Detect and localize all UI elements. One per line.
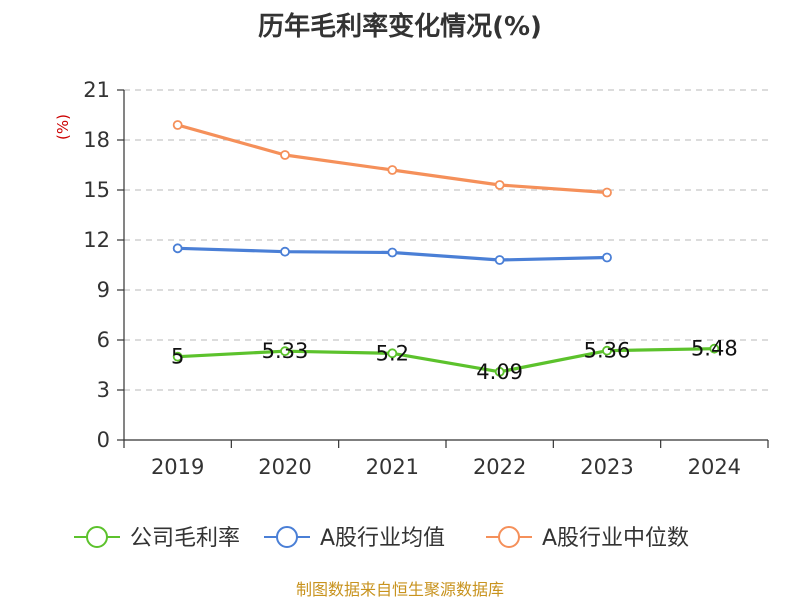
data-point [494,255,505,265]
data-point [494,366,505,377]
data-point [494,180,505,190]
legend: 公司毛利率 A股行业均值 A股行业中位数 [74,526,689,551]
x-tick-label: 2021 [366,455,419,479]
legend-swatch-marker [276,526,298,548]
data-point [172,243,183,254]
data-labels: 5 5.33 5.2 4.09 5.36 5.48 [171,337,738,384]
data-label: 5.36 [584,339,631,363]
data-point [387,247,398,258]
data-label: 4.09 [476,360,523,384]
legend-label: 公司毛利率 [130,526,240,551]
legend-swatch-marker [86,526,108,548]
data-point [709,343,720,354]
data-point [172,120,183,130]
grid-lines [124,89,768,391]
data-label: 5.48 [691,337,738,361]
x-tick-label: 2022 [473,455,526,479]
x-tick-label: 2023 [580,455,633,479]
legend-label: A股行业均值 [320,526,445,551]
x-tick-label: 2019 [151,455,204,479]
data-point [387,348,398,359]
y-tick-label: 6 [97,328,110,352]
y-tick-label: 12 [83,228,110,252]
axes: 0 3 6 9 12 15 18 21 2019 2020 2021 2022 2023 2024 [83,78,769,479]
data-label: 5 [171,345,184,369]
y-tick-label: 0 [97,428,110,452]
y-tick-label: 9 [97,278,110,302]
data-point [280,150,290,160]
data-point [172,351,183,362]
legend-label: A股行业中位数 [542,526,689,551]
source-note: 制图数据来自恒生聚源数据库 [296,580,504,599]
y-tick-label: 21 [83,78,110,102]
data-point [387,165,398,175]
data-point [280,346,290,357]
y-axis-unit-label: (%) [54,114,72,140]
data-point [602,345,612,356]
data-point [602,187,612,198]
x-tick-label: 2024 [688,455,741,479]
data-point [602,252,612,263]
y-tick-label: 18 [83,128,110,152]
y-tick-label: 15 [83,178,110,202]
chart-title: 历年毛利率变化情况(%) [258,11,542,42]
data-point [280,246,290,257]
y-tick-label: 3 [97,378,110,402]
series-line [176,347,716,374]
data-label: 5.33 [262,339,309,363]
series-line [176,123,609,195]
legend-swatch-marker [498,526,520,548]
x-tick-label: 2020 [258,455,311,479]
series-lines [172,120,720,377]
data-label: 5.2 [376,341,409,365]
